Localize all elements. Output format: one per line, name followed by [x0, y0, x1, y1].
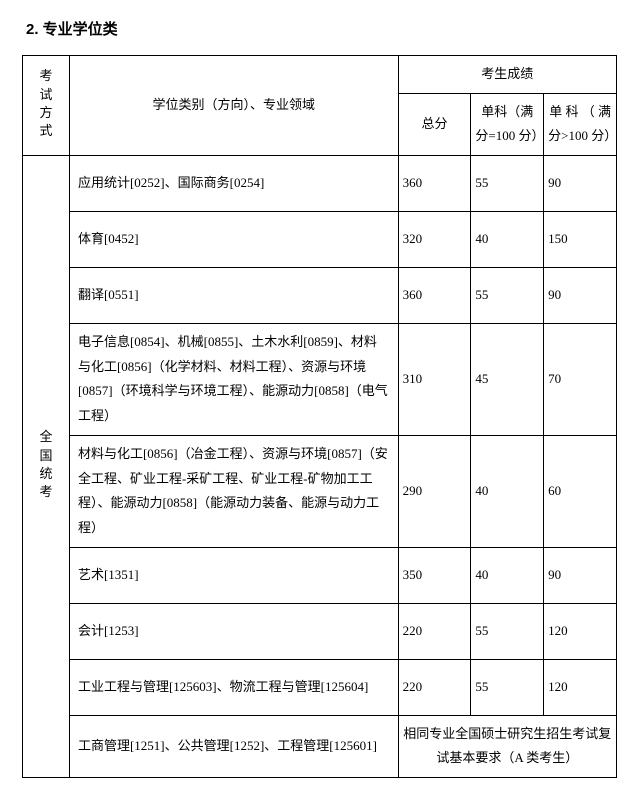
cell-s1: 40	[471, 435, 544, 547]
table-row: 体育[0452] 320 40 150	[23, 212, 617, 268]
cell-category: 应用统计[0252]、国际商务[0254]	[69, 156, 398, 212]
hdr-subj-eq100: 单科（满分=100 分）	[471, 93, 544, 155]
cell-s2: 60	[544, 435, 617, 547]
cell-category: 体育[0452]	[69, 212, 398, 268]
exam-method-cell: 全国统考	[23, 156, 70, 778]
cell-s1: 55	[471, 156, 544, 212]
cell-s1: 55	[471, 659, 544, 715]
hdr-total: 总分	[398, 93, 471, 155]
table-row: 会计[1253] 220 55 120	[23, 603, 617, 659]
cell-category: 翻译[0551]	[69, 268, 398, 324]
cell-s2: 120	[544, 659, 617, 715]
table-row: 电子信息[0854]、机械[0855]、土木水利[0859]、材料与化工[085…	[23, 324, 617, 436]
cell-total: 320	[398, 212, 471, 268]
cell-category: 艺术[1351]	[69, 547, 398, 603]
cell-total: 290	[398, 435, 471, 547]
section-title: 2. 专业学位类	[26, 18, 617, 39]
table-row: 材料与化工[0856]（冶金工程）、资源与环境[0857]（安全工程、矿业工程-…	[23, 435, 617, 547]
cell-s1: 55	[471, 268, 544, 324]
hdr-subj-gt100: 单 科 （ 满分>100 分）	[544, 93, 617, 155]
cell-total: 350	[398, 547, 471, 603]
cell-total: 310	[398, 324, 471, 436]
cell-s1: 40	[471, 212, 544, 268]
cell-category: 电子信息[0854]、机械[0855]、土木水利[0859]、材料与化工[085…	[69, 324, 398, 436]
cell-category: 工业工程与管理[125603]、物流工程与管理[125604]	[69, 659, 398, 715]
score-table: 考试方式 学位类别（方向）、专业领域 考生成绩 总分 单科（满分=100 分） …	[22, 55, 617, 778]
cell-s1: 55	[471, 603, 544, 659]
table-row: 艺术[1351] 350 40 90	[23, 547, 617, 603]
cell-total: 360	[398, 268, 471, 324]
cell-s2: 90	[544, 547, 617, 603]
hdr-category: 学位类别（方向）、专业领域	[69, 56, 398, 156]
cell-s2: 150	[544, 212, 617, 268]
table-row-last: 工商管理[1251]、公共管理[1252]、工程管理[125601] 相同专业全…	[23, 715, 617, 777]
cell-category: 会计[1253]	[69, 603, 398, 659]
cell-s2: 90	[544, 156, 617, 212]
hdr-exam-method: 考试方式	[23, 56, 70, 156]
cell-total: 220	[398, 659, 471, 715]
cell-note: 相同专业全国硕士研究生招生考试复试基本要求（A 类考生）	[398, 715, 616, 777]
table-row: 翻译[0551] 360 55 90	[23, 268, 617, 324]
header-row-1: 考试方式 学位类别（方向）、专业领域 考生成绩	[23, 56, 617, 94]
hdr-score-group: 考生成绩	[398, 56, 616, 94]
cell-category: 工商管理[1251]、公共管理[1252]、工程管理[125601]	[69, 715, 398, 777]
cell-s2: 120	[544, 603, 617, 659]
cell-total: 360	[398, 156, 471, 212]
cell-s2: 70	[544, 324, 617, 436]
cell-total: 220	[398, 603, 471, 659]
table-row: 工业工程与管理[125603]、物流工程与管理[125604] 220 55 1…	[23, 659, 617, 715]
cell-category: 材料与化工[0856]（冶金工程）、资源与环境[0857]（安全工程、矿业工程-…	[69, 435, 398, 547]
cell-s1: 45	[471, 324, 544, 436]
cell-s1: 40	[471, 547, 544, 603]
cell-s2: 90	[544, 268, 617, 324]
table-row: 全国统考 应用统计[0252]、国际商务[0254] 360 55 90	[23, 156, 617, 212]
